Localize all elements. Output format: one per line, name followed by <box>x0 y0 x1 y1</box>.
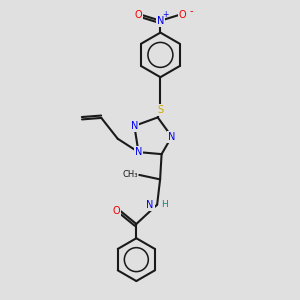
Text: +: + <box>163 10 169 19</box>
Text: N: N <box>135 147 142 157</box>
Text: O: O <box>112 206 120 216</box>
Text: N: N <box>157 16 164 26</box>
Text: O: O <box>134 10 142 20</box>
Text: CH₃: CH₃ <box>122 170 138 179</box>
Text: N: N <box>168 132 176 142</box>
Text: N: N <box>131 121 138 131</box>
Text: S: S <box>157 105 164 115</box>
Text: H: H <box>162 200 168 209</box>
Text: N: N <box>146 200 154 210</box>
Text: -: - <box>189 6 193 16</box>
Text: O: O <box>179 10 187 20</box>
